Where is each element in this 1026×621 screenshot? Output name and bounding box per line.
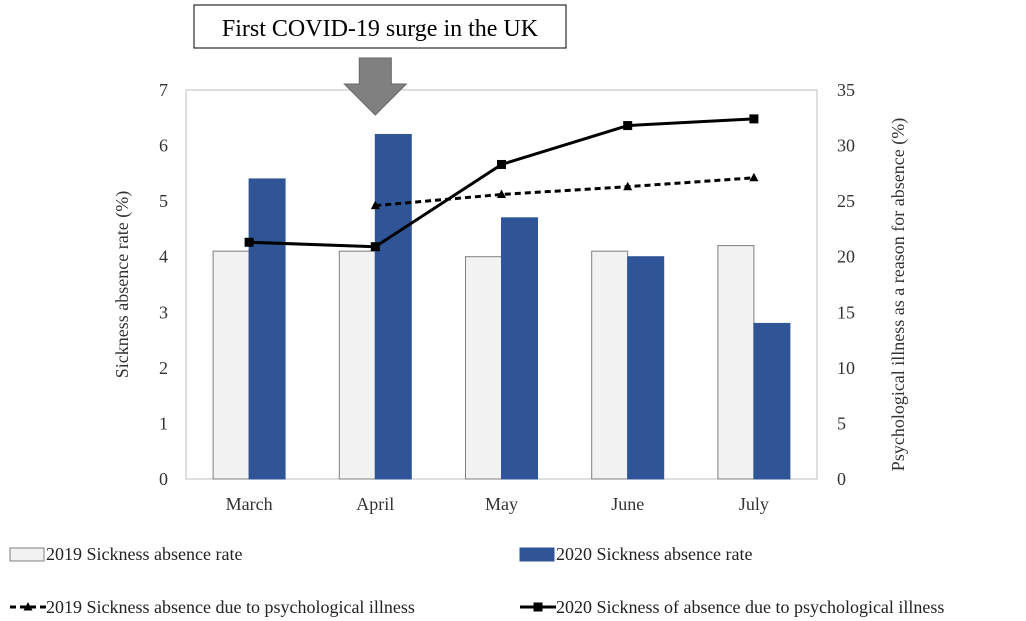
y-tick-label: 2 [159,358,168,378]
square-marker [749,114,759,124]
bar-series-0 [338,250,376,480]
y2-tick-label: 0 [837,469,846,489]
triangle-marker [370,200,380,210]
bar-series-1 [248,178,286,480]
y2-tick-label: 15 [837,302,855,322]
triangle-marker [497,189,506,198]
legend-swatch [9,547,45,562]
y2-tick-label: 35 [837,80,855,100]
triangle-marker [623,181,633,191]
y-tick-label: 0 [159,469,168,489]
y-tick-label: 6 [159,136,168,156]
legend-label: 2020 Sickness absence rate [556,544,752,564]
triangle-marker [749,172,759,182]
down-arrow-icon [343,57,408,116]
square-marker [533,602,543,612]
bar-series-1 [627,256,665,480]
y2-tick-label: 10 [837,358,855,378]
triangle-marker [23,602,33,611]
bar-series-0 [717,245,755,480]
legend-label: 2019 Sickness absence due to psychologic… [46,597,415,617]
square-marker [370,242,380,252]
y2-tick-label: 5 [837,413,846,433]
legend-swatch [519,547,555,562]
bar-series-1 [374,133,412,480]
bar-series-0 [465,256,502,480]
x-tick-label: April [356,494,394,514]
y2-tick-label: 20 [837,247,855,267]
bar-series-0 [591,250,629,480]
bar-series-1 [753,322,791,480]
line-series-2 [375,176,755,208]
square-marker [244,237,254,247]
y2-tick-label: 25 [837,191,855,211]
annotation-text: First COVID-19 surge in the UK [222,16,539,42]
square-marker [623,121,633,131]
y2-axis-title: Psychological illness as a reason for ab… [888,118,909,471]
square-marker [497,159,506,169]
bar-series-0 [212,250,250,480]
x-tick-label: July [739,494,769,514]
legend-label: 2020 Sickness of absence due to psycholo… [556,597,944,617]
legend-label: 2019 Sickness absence rate [46,544,242,564]
x-tick-label: June [611,494,644,514]
y-tick-label: 4 [159,247,168,267]
y-tick-label: 3 [159,302,168,322]
y-tick-label: 7 [159,80,168,100]
x-tick-label: May [485,494,518,514]
bar-series-1 [501,217,538,480]
y2-tick-label: 30 [837,136,855,156]
y-tick-label: 5 [159,191,168,211]
y-tick-label: 1 [159,413,168,433]
x-tick-label: March [226,494,273,514]
y-axis-title: Sickness absence rate (%) [112,191,133,378]
annotation-box [193,4,567,49]
